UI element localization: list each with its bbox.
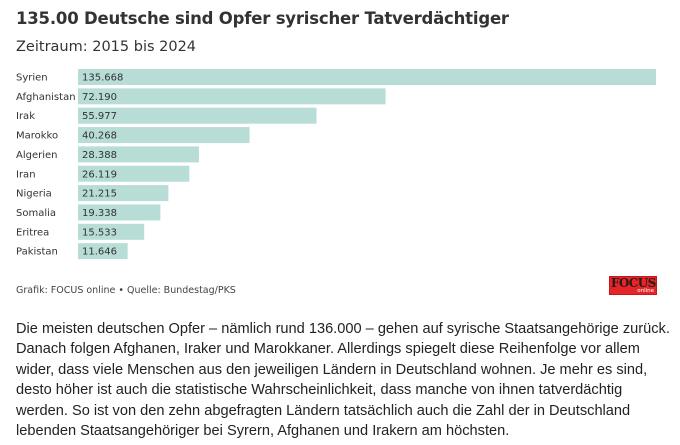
bar[interactable]: [78, 185, 169, 202]
category-label: Afghanistan: [16, 92, 76, 103]
category-label: Irak: [16, 111, 35, 122]
chart-title: 135.00 Deutsche sind Opfer syrischer Tat…: [16, 9, 509, 28]
article-body: Die meisten deutschen Opfer – nämlich ru…: [16, 319, 676, 441]
logo-subtext: online: [637, 288, 654, 294]
bar-value-label: 72.190: [82, 92, 117, 103]
bar[interactable]: [78, 165, 190, 182]
bar-value-label: 40.268: [82, 131, 117, 142]
bar-row: Pakistan 11.646: [16, 243, 128, 260]
category-label: Eritrea: [16, 227, 49, 238]
bar-row: Algerien 28.388: [16, 146, 199, 163]
bar-value-label: 55.977: [82, 111, 117, 122]
chart-subtitle: Zeitraum: 2015 bis 2024: [16, 39, 197, 55]
bar-row: Iran 26.119: [16, 165, 190, 182]
category-label: Somalia: [16, 208, 56, 219]
bar-row: Eritrea 15.533: [16, 223, 145, 240]
bar-value-label: 15.533: [82, 227, 117, 238]
bar[interactable]: [78, 204, 161, 221]
bar-value-label: 135.668: [82, 73, 123, 84]
bar[interactable]: [78, 88, 386, 105]
bar[interactable]: [78, 243, 128, 260]
focus-online-logo[interactable]: FOCUS online: [609, 276, 657, 295]
chart-source: Grafik: FOCUS online • Quelle: Bundestag…: [16, 285, 236, 296]
category-label: Marokko: [16, 131, 58, 142]
bar-row: Somalia 19.338: [16, 204, 161, 221]
category-label: Iran: [16, 169, 36, 180]
bar-row: Afghanistan 72.190: [16, 88, 386, 105]
bar-value-label: 26.119: [82, 169, 117, 180]
bar-row: Nigeria 21.215: [16, 185, 169, 202]
bar-value-label: 28.388: [82, 150, 117, 161]
bar[interactable]: [78, 107, 317, 124]
category-label: Pakistan: [16, 247, 58, 258]
bar[interactable]: [78, 146, 199, 163]
bar-value-label: 11.646: [82, 247, 117, 258]
bar-value-label: 19.338: [82, 208, 117, 219]
logo-wordmark: FOCUS: [611, 276, 656, 290]
bar[interactable]: [78, 127, 250, 144]
article-paragraph: Die meisten deutschen Opfer – nämlich ru…: [16, 321, 670, 440]
bar-row: Irak 55.977: [16, 107, 317, 124]
bar-chart: Syrien 135.668 Afghanistan 72.190 Irak 55.977…: [16, 69, 656, 260]
category-label: Algerien: [16, 150, 58, 161]
bar-value-label: 21.215: [82, 189, 117, 200]
category-label: Syrien: [16, 73, 48, 84]
bar-row: Marokko 40.268: [16, 127, 250, 144]
bar-row: Syrien 135.668: [16, 69, 656, 85]
bar[interactable]: [78, 223, 145, 240]
bar[interactable]: [78, 69, 656, 85]
category-label: Nigeria: [16, 189, 52, 200]
